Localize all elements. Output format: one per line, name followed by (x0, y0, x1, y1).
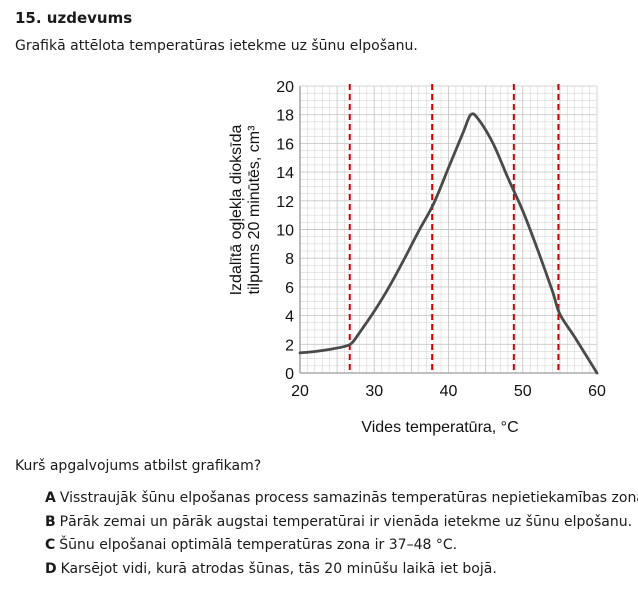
y-tick-label: 10 (276, 223, 294, 240)
option-text: Visstraujāk šūnu elpošanas process samaz… (59, 490, 638, 506)
x-tick-label: 40 (440, 383, 458, 400)
x-axis-label: Vides temperatūra, °C (361, 419, 518, 436)
option-letter: C (45, 537, 56, 553)
option-letter: B (45, 513, 56, 530)
y-axis-label: Izdalītā ogļekļa dioksīda tilpums 20 min… (228, 125, 263, 296)
chart-tick-labels: 20 30 40 50 60 0 2 4 6 8 10 12 14 16 18 20 (276, 79, 606, 400)
option-text: Pārāk zemai un pārāk augstai temperatūra… (59, 513, 633, 530)
y-axis-label-line2: tilpums 20 minūtēs, cm³ (246, 125, 263, 295)
plot-frame (299, 85, 598, 374)
y-tick-label: 12 (276, 194, 294, 211)
chart-grid (299, 85, 598, 374)
y-tick-label: 6 (285, 280, 294, 297)
y-tick-label: 18 (276, 108, 294, 125)
answer-option-b[interactable]: B Pārāk zemai un pārāk augstai temperatūr… (45, 512, 638, 536)
option-letter: A (45, 490, 56, 506)
chart-axes (299, 85, 598, 374)
answer-option-a[interactable]: A Visstraujāk šūnu elpošanas process sama… (45, 488, 638, 512)
y-tick-label: 2 (285, 337, 294, 354)
option-text: Karsējot vidi, kurā atrodas šūnas, tās 2… (60, 560, 497, 577)
option-text: Šūnu elpošanai optimālā temperatūras zon… (59, 537, 458, 553)
x-tick-label: 60 (588, 383, 606, 400)
chart-series (298, 112, 599, 375)
y-tick-label: 4 (285, 309, 294, 326)
option-letter: D (45, 560, 57, 577)
chart-reference-lines (348, 84, 560, 373)
answer-options: A Visstraujāk šūnu elpošanas process sama… (45, 488, 638, 582)
task-title: 15. uzdevums (15, 9, 133, 27)
question-text: Kurš apgalvojums atbilst grafikam? (15, 458, 262, 474)
task-intro: Grafikā attēlota temperatūras ietekme uz… (15, 38, 418, 54)
x-tick-label: 30 (365, 383, 383, 400)
answer-option-d[interactable]: D Karsējot vidi, kurā atrodas šūnas, tās … (45, 559, 638, 583)
answer-option-c[interactable]: C Šūnu elpošanai optimālā temperatūras zo… (45, 535, 638, 559)
x-tick-label: 50 (514, 383, 532, 400)
y-tick-label: 8 (285, 251, 294, 268)
y-tick-label: 16 (276, 136, 294, 153)
chart: 20 30 40 50 60 0 2 4 6 8 10 12 14 16 18 20 Vides temper… (228, 79, 606, 436)
chart-svg: 20 30 40 50 60 0 2 4 6 8 10 12 14 16 18 20 Vides temper… (228, 79, 606, 436)
series-line (298, 112, 599, 375)
y-tick-label: 20 (276, 79, 294, 96)
y-axis-label-line1: Izdalītā ogļekļa dioksīda (228, 125, 245, 296)
y-tick-label: 14 (276, 165, 294, 182)
y-tick-label: 0 (285, 366, 294, 383)
x-tick-label: 20 (291, 383, 309, 400)
